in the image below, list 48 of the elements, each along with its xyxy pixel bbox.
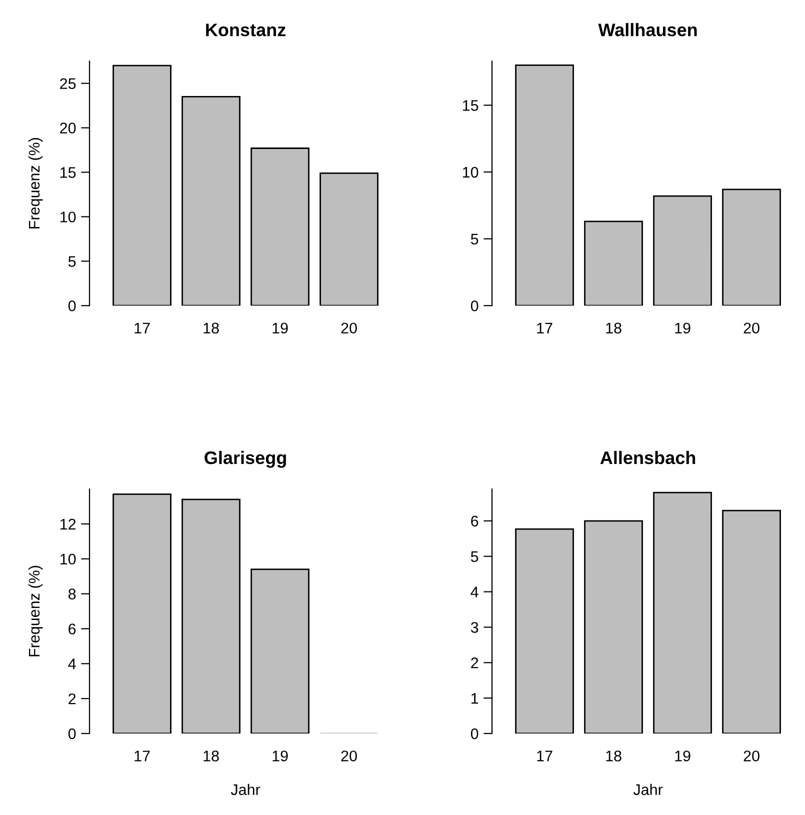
- x-tick-label: 20: [341, 750, 357, 762]
- x-tick-label: 18: [204, 322, 219, 334]
- x-tick-label: 17: [537, 322, 552, 334]
- y-tick-label: 10: [60, 554, 76, 565]
- chart-title: Konstanz: [206, 24, 286, 36]
- chart-title: Glarisegg: [204, 450, 286, 468]
- x-tick-label: 18: [204, 750, 219, 762]
- y-tick-label: 4: [470, 586, 478, 598]
- y-tick-label: 3: [470, 622, 478, 633]
- y-tick-label: 2: [68, 693, 76, 704]
- x-tick-label: 17: [537, 750, 552, 762]
- y-tick-label: 10: [60, 212, 76, 222]
- x-axis-title: Jahr: [230, 784, 260, 796]
- y-tick-label: 15: [60, 167, 76, 178]
- y-tick-label: 5: [68, 256, 76, 267]
- y-tick-label: 20: [60, 122, 76, 134]
- y-tick-label: 2: [471, 658, 478, 668]
- y-tick-label: 0: [68, 300, 76, 312]
- x-tick-label: 19: [272, 750, 288, 762]
- y-tick-label: 8: [68, 588, 76, 600]
- x-axis-title: Jahr: [633, 784, 663, 796]
- chart-title: Wallhausen: [598, 23, 697, 36]
- y-tick-label: 12: [60, 518, 76, 530]
- y-tick-label: 0: [68, 728, 76, 740]
- x-tick-label: 20: [744, 750, 760, 762]
- x-tick-label: 19: [675, 322, 690, 334]
- y-tick-label: 15: [462, 100, 478, 111]
- y-tick-label: 10: [462, 166, 478, 178]
- y-tick-label: 25: [60, 78, 76, 90]
- y-tick-label: 5: [470, 551, 478, 562]
- y-tick-label: 6: [471, 516, 478, 527]
- x-tick-label: 20: [341, 322, 357, 334]
- y-axis-title: Frequenz (%): [28, 566, 43, 656]
- chart-title: Allensbach: [600, 450, 696, 464]
- x-tick-label: 20: [744, 322, 760, 334]
- x-tick-label: 17: [134, 322, 150, 334]
- y-tick-label: 6: [68, 624, 76, 634]
- x-tick-label: 18: [606, 322, 622, 334]
- x-tick-label: 19: [675, 750, 690, 762]
- y-tick-label: 0: [470, 300, 478, 312]
- y-axis-title: Frequenz (%): [28, 138, 43, 228]
- y-tick-label: 1: [471, 693, 478, 704]
- x-tick-label: 17: [134, 750, 150, 762]
- x-tick-label: 19: [272, 322, 288, 334]
- y-tick-label: 5: [470, 234, 478, 245]
- y-tick-label: 0: [470, 728, 478, 740]
- y-tick-label: 4: [68, 658, 76, 670]
- x-tick-label: 18: [606, 750, 622, 762]
